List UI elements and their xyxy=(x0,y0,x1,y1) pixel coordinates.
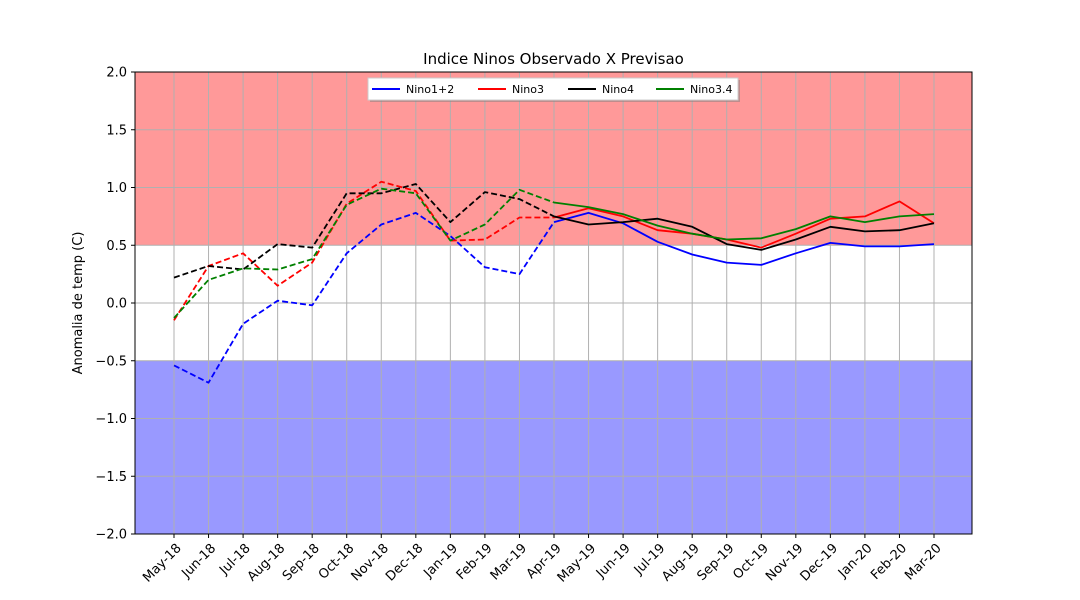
x-axis-ticks: May-18Jun-18Jul-18Aug-18Sep-18Oct-18Nov-… xyxy=(140,534,945,586)
x-tick-label-Mar-20: Mar-20 xyxy=(902,541,944,583)
series-nino4-forecast-line xyxy=(553,215,935,251)
chart-title: Indice Ninos Observado X Previsao xyxy=(423,50,684,68)
x-tick-label-Nov-18: Nov-18 xyxy=(349,541,392,584)
x-tick-label-Jan-19: Jan-19 xyxy=(421,541,462,582)
y-tick-label-4: 0.0 xyxy=(106,297,127,312)
x-tick-label-Jan-20: Jan-20 xyxy=(835,541,876,582)
x-tick-label-Jun-18: Jun-18 xyxy=(179,541,220,582)
x-tick-label-Aug-19: Aug-19 xyxy=(659,541,703,585)
x-tick-label-Jun-19: Jun-19 xyxy=(593,541,634,582)
legend-label-nino3-4: Nino3.4 xyxy=(690,83,732,96)
x-tick-label-Sep-18: Sep-18 xyxy=(280,541,323,584)
legend: Nino1+2 Nino3 Nino4 Nino3.4 xyxy=(367,77,740,102)
y-tick-label-8: −2.0 xyxy=(95,528,127,543)
x-tick-label-Dec-18: Dec-18 xyxy=(383,541,426,584)
series-lines xyxy=(173,180,935,384)
x-tick-label-Sep-19: Sep-19 xyxy=(694,541,737,584)
y-tick-label-7: −1.5 xyxy=(95,470,127,485)
x-tick-label-Feb-20: Feb-20 xyxy=(868,541,910,583)
y-axis-ticks: 2.0 1.5 1.0 0.5 0.0 −0.5 −1.0 −1.5 −2.0 xyxy=(95,66,135,543)
x-tick-label-Aug-18: Aug-18 xyxy=(245,541,289,585)
y-tick-label-1: 1.5 xyxy=(106,123,127,138)
y-tick-label-3: 0.5 xyxy=(106,239,127,254)
x-tick-label-Dec-19: Dec-19 xyxy=(798,541,841,584)
x-tick-label-May-18: May-18 xyxy=(140,541,184,585)
series-nino1-2-observed-line xyxy=(173,211,555,384)
series-nino3-4-forecast-line xyxy=(553,201,935,241)
series-nino3-forecast-line xyxy=(553,200,935,249)
x-tick-label-Nov-19: Nov-19 xyxy=(763,541,806,584)
legend-label-nino1-2: Nino1+2 xyxy=(406,83,454,96)
series-nino3-observed-line xyxy=(173,180,554,321)
legend-label-nino4: Nino4 xyxy=(602,83,634,96)
x-tick-label-May-19: May-19 xyxy=(555,541,599,585)
y-tick-label-5: −0.5 xyxy=(95,354,127,369)
legend-box xyxy=(367,77,739,101)
y-axis-label: Anomalia de temp (C) xyxy=(71,232,86,375)
y-tick-label-2: 1.0 xyxy=(106,181,127,196)
legend-label-nino3: Nino3 xyxy=(512,83,544,96)
series-nino4-observed-line xyxy=(173,183,555,279)
x-tick-label-Feb-19: Feb-19 xyxy=(454,541,496,583)
series-nino1-2-forecast-line xyxy=(553,211,935,266)
series-nino3-4-observed-line xyxy=(173,187,555,319)
y-tick-label-0: 2.0 xyxy=(106,66,127,81)
y-tick-label-6: −1.0 xyxy=(95,412,127,427)
x-tick-label-Mar-19: Mar-19 xyxy=(488,541,530,583)
